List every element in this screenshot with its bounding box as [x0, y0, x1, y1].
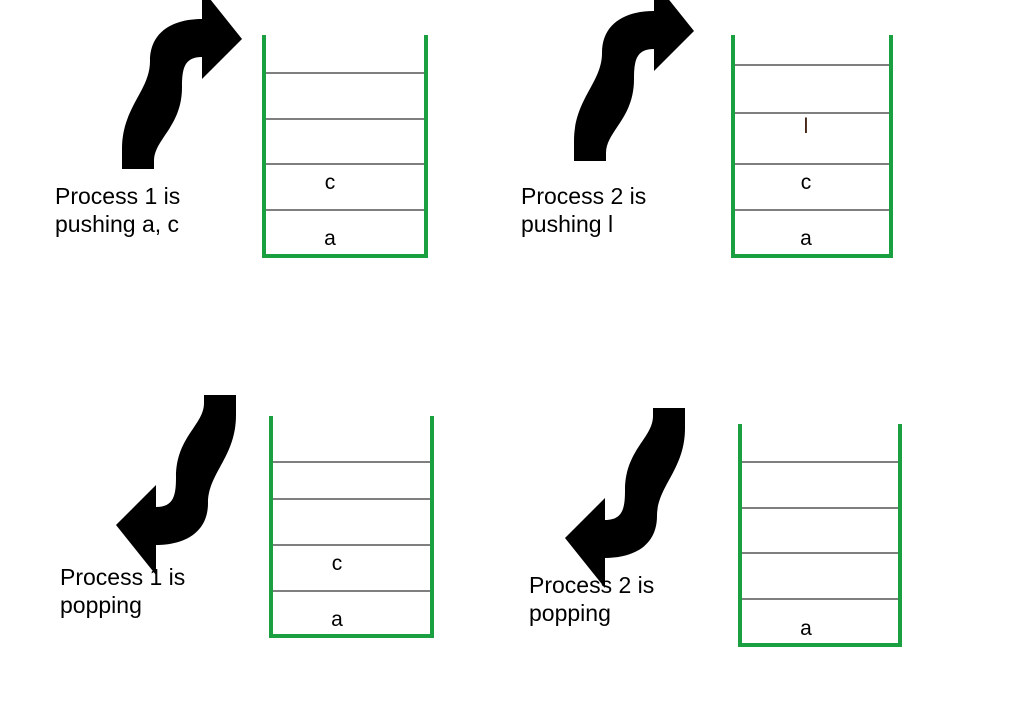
stack-1: c a: [262, 35, 428, 258]
label-line-2: pushing l: [521, 211, 614, 237]
stack-4: a: [738, 424, 902, 647]
label-line-2: popping: [60, 592, 142, 618]
stack-slot-1: a: [800, 617, 812, 640]
label-line-1: Process 2 is: [529, 572, 655, 598]
process-2-push-label: Process 2 is pushing l: [521, 182, 646, 238]
label-line-2: popping: [529, 600, 611, 626]
curved-arrow-down-left-icon: [116, 395, 236, 575]
stack-3: c a: [269, 416, 434, 638]
stack-slot-2: c: [332, 552, 343, 575]
process-2-pop-label: Process 2 is popping: [529, 571, 654, 627]
stack-slot-1: a: [800, 227, 812, 250]
panel-process-2-pop: a: [565, 408, 902, 647]
stack-2: l c a: [731, 35, 893, 258]
curved-arrow-down-left-icon: [565, 408, 685, 588]
stack-slot-1: a: [331, 608, 343, 631]
label-line-1: Process 1 is: [55, 183, 181, 209]
process-1-pop-label: Process 1 is popping: [60, 563, 185, 619]
label-line-2: pushing a, c: [55, 211, 180, 237]
process-1-push-label: Process 1 is pushing a, c: [55, 182, 180, 238]
stack-slot-3: l: [804, 115, 809, 138]
stack-slot-1: a: [324, 227, 336, 250]
panel-process-1-pop: c a: [116, 395, 434, 638]
curved-arrow-up-right-icon: [122, 0, 242, 169]
stack-slot-2: c: [325, 171, 336, 194]
label-line-1: Process 2 is: [521, 183, 647, 209]
panel-process-1-push: c a: [122, 0, 428, 258]
curved-arrow-up-right-icon: [574, 0, 694, 161]
panel-process-2-push: l c a: [574, 0, 893, 258]
label-line-1: Process 1 is: [60, 564, 186, 590]
stack-slot-2: c: [801, 171, 812, 194]
